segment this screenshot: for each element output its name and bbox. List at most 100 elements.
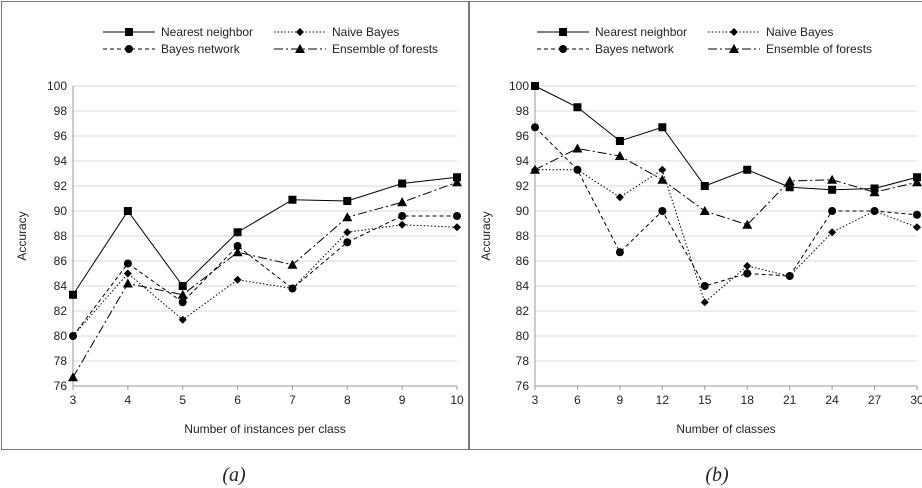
legend-marker-0-1 bbox=[296, 28, 304, 36]
data-point-1-3-1 bbox=[572, 143, 583, 153]
data-point-1-3-9 bbox=[912, 177, 922, 187]
y-tick-label-1-2: 80 bbox=[516, 329, 530, 343]
data-point-1-1-4 bbox=[700, 298, 709, 307]
data-point-1-2-4 bbox=[700, 282, 709, 290]
data-point-1-0-0 bbox=[531, 82, 539, 90]
data-point-1-3-8 bbox=[869, 187, 880, 197]
x-tick-label-0-0: 3 bbox=[70, 393, 77, 407]
x-tick-label-1-7: 24 bbox=[825, 393, 839, 407]
y-tick-label-0-8: 92 bbox=[54, 179, 68, 193]
data-point-0-1-5 bbox=[343, 228, 352, 237]
y-tick-label-0-7: 90 bbox=[54, 204, 68, 218]
data-point-0-2-6 bbox=[398, 212, 407, 220]
series-line-0-3 bbox=[72, 181, 458, 378]
y-axis-label-1: Accuracy bbox=[479, 211, 493, 260]
series-line-1-3 bbox=[534, 147, 918, 226]
data-point-1-2-8 bbox=[870, 207, 879, 215]
data-point-0-3-5 bbox=[342, 212, 353, 222]
data-point-1-2-5 bbox=[743, 269, 752, 278]
data-point-0-0-6 bbox=[398, 179, 407, 188]
x-tick-label-0-7: 10 bbox=[450, 393, 464, 407]
data-point-1-3-4 bbox=[699, 206, 710, 215]
data-point-1-0-2 bbox=[615, 137, 624, 145]
x-tick-label-1-1: 6 bbox=[574, 393, 581, 407]
x-tick-label-1-0: 3 bbox=[532, 393, 539, 407]
y-tick-label-0-9: 94 bbox=[54, 154, 68, 168]
y-tick-label-1-12: 100 bbox=[509, 79, 529, 93]
y-tick-label-0-5: 86 bbox=[54, 254, 68, 268]
data-point-0-3-6 bbox=[397, 197, 408, 207]
y-tick-label-0-12: 100 bbox=[47, 79, 67, 93]
data-point-0-1-1 bbox=[123, 269, 132, 278]
data-point-0-3-7 bbox=[452, 177, 462, 187]
y-tick-label-0-0: 76 bbox=[54, 379, 68, 393]
data-point-0-2-0 bbox=[69, 332, 77, 340]
x-tick-label-0-6: 9 bbox=[399, 393, 406, 407]
y-tick-label-1-4: 84 bbox=[516, 279, 530, 293]
data-point-1-1-3 bbox=[658, 165, 667, 174]
y-tick-label-0-3: 82 bbox=[54, 304, 68, 318]
legend-marker-1-2 bbox=[559, 45, 567, 53]
legend-label-0-1: Naive Bayes bbox=[332, 25, 399, 39]
y-tick-label-1-7: 90 bbox=[516, 204, 530, 218]
x-tick-label-1-4: 15 bbox=[698, 393, 712, 407]
x-tick-label-0-4: 7 bbox=[289, 393, 296, 407]
legend-label-1-3: Ensemble of forests bbox=[766, 42, 872, 56]
y-tick-label-0-11: 98 bbox=[54, 104, 68, 118]
y-axis-label-0: Accuracy bbox=[15, 211, 29, 260]
y-tick-label-1-0: 76 bbox=[516, 379, 530, 393]
series-line-0-0 bbox=[72, 176, 458, 296]
legend-label-1-1: Naive Bayes bbox=[766, 25, 833, 39]
y-tick-label-1-9: 94 bbox=[516, 154, 530, 168]
data-point-0-1-3 bbox=[233, 275, 242, 284]
y-tick-label-1-5: 86 bbox=[516, 254, 530, 268]
data-point-0-0-0 bbox=[69, 290, 77, 299]
data-point-1-2-7 bbox=[828, 207, 837, 215]
legend-label-1-2: Bayes network bbox=[595, 42, 675, 56]
legend-marker-1-3 bbox=[729, 44, 739, 53]
y-tick-label-1-10: 96 bbox=[516, 129, 530, 143]
legend-label-0-0: Nearest neighbor bbox=[161, 25, 253, 39]
caption-b: (b) bbox=[705, 464, 729, 486]
data-point-0-3-0 bbox=[68, 372, 78, 382]
data-point-0-2-7 bbox=[453, 212, 461, 220]
data-point-1-0-4 bbox=[700, 182, 709, 190]
y-tick-label-0-10: 96 bbox=[54, 129, 68, 143]
caption-a: (a) bbox=[222, 464, 246, 486]
series-line-1-2 bbox=[534, 126, 918, 287]
x-tick-label-1-6: 21 bbox=[783, 393, 797, 407]
x-tick-label-1-9: 30 bbox=[910, 393, 922, 407]
x-tick-label-1-8: 27 bbox=[868, 393, 882, 407]
data-point-0-2-1 bbox=[123, 259, 132, 268]
panel-a-frame bbox=[1, 1, 469, 450]
data-point-1-0-7 bbox=[828, 185, 837, 194]
y-tick-label-0-1: 78 bbox=[54, 354, 68, 368]
data-point-0-1-7 bbox=[453, 223, 461, 232]
data-point-1-3-6 bbox=[784, 176, 795, 185]
data-point-0-0-5 bbox=[343, 197, 352, 205]
data-point-1-0-3 bbox=[658, 123, 667, 132]
data-point-1-2-1 bbox=[573, 165, 582, 174]
y-tick-label-1-1: 78 bbox=[516, 354, 530, 368]
data-point-0-2-2 bbox=[178, 298, 187, 307]
data-point-0-0-2 bbox=[178, 282, 187, 290]
series-line-1-1 bbox=[535, 168, 918, 304]
panel-b-frame bbox=[469, 1, 922, 450]
data-point-1-3-0 bbox=[530, 164, 540, 174]
data-point-1-1-7 bbox=[828, 228, 837, 237]
y-tick-label-0-4: 84 bbox=[54, 279, 68, 293]
y-tick-label-1-3: 82 bbox=[516, 304, 530, 318]
legend-marker-1-1 bbox=[730, 28, 738, 36]
data-point-0-2-4 bbox=[288, 284, 297, 293]
data-point-1-2-3 bbox=[658, 207, 667, 215]
data-point-0-1-6 bbox=[398, 220, 407, 229]
y-tick-label-1-8: 92 bbox=[516, 179, 530, 193]
series-line-0-2 bbox=[72, 215, 457, 337]
data-point-1-2-6 bbox=[785, 272, 794, 280]
data-point-1-2-0 bbox=[531, 123, 539, 132]
data-point-1-1-9 bbox=[913, 223, 921, 232]
data-point-1-0-1 bbox=[573, 103, 582, 112]
series-line-0-1 bbox=[72, 224, 458, 337]
